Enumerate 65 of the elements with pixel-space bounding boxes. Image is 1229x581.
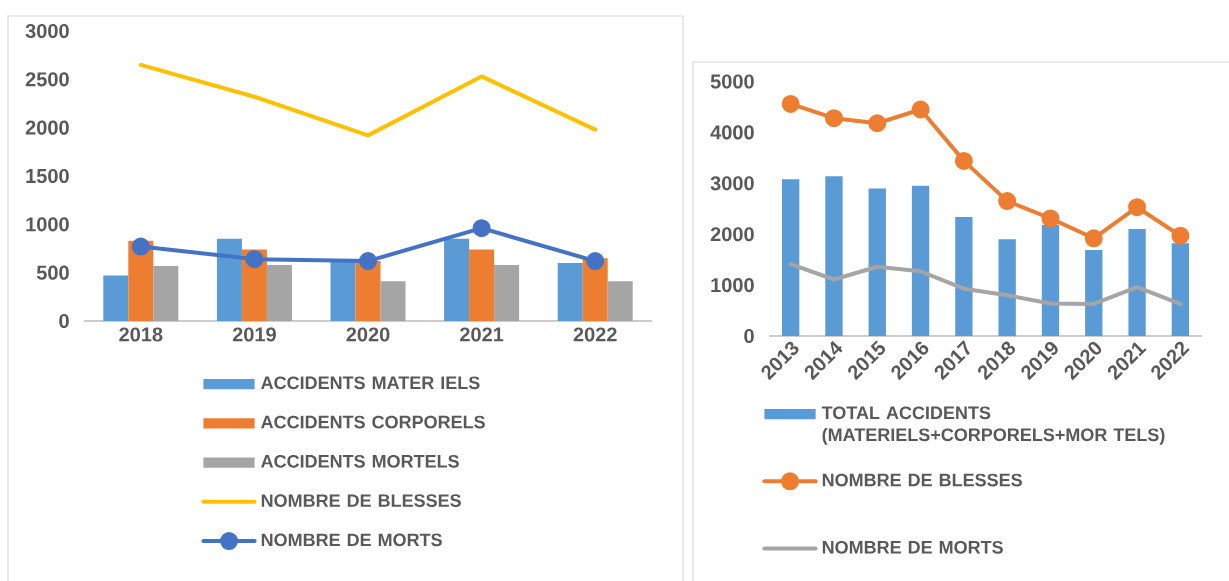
- point: [1128, 198, 1147, 217]
- bar: [469, 249, 495, 321]
- bar: [444, 238, 470, 321]
- point: [1084, 229, 1103, 248]
- bar: [1041, 225, 1060, 336]
- bar: [911, 185, 930, 336]
- point: [1171, 226, 1190, 245]
- bar: [782, 179, 800, 336]
- bar: [216, 238, 242, 321]
- y-tick-label: 1000: [26, 217, 69, 232]
- point: [472, 219, 491, 238]
- x-tick-label: 2020: [346, 327, 390, 342]
- bar: [557, 263, 583, 321]
- point: [911, 100, 930, 119]
- y-tick-label: 3000: [25, 23, 69, 39]
- x-tick-label: 2019: [232, 327, 276, 342]
- y-tick-label: 3000: [710, 176, 754, 191]
- legend-label: ACCIDENTS MORTELS: [261, 454, 459, 468]
- y-tick-label: 4000: [710, 125, 754, 140]
- legend-label: NOMBRE DE BLESSES: [822, 473, 1022, 487]
- bar: [1171, 243, 1190, 336]
- y-tick-label: 2500: [25, 72, 69, 87]
- point: [359, 252, 378, 271]
- bar: [103, 275, 129, 321]
- bar: [266, 264, 292, 321]
- bar: [330, 261, 356, 321]
- point: [781, 94, 800, 113]
- legend-label: NOMBRE DE MORTS: [822, 540, 1003, 554]
- legend-label: NOMBRE DE BLESSES: [261, 494, 461, 507]
- y-tick-label: 0: [744, 328, 754, 344]
- bar: [998, 239, 1016, 336]
- legend-label: ACCIDENTS CORPORELS: [261, 415, 485, 429]
- bar: [494, 264, 520, 321]
- y-tick-label: 2000: [25, 120, 69, 135]
- bar: [153, 265, 179, 321]
- y-tick-label: 1000: [711, 278, 754, 293]
- bar: [1128, 229, 1146, 336]
- bar: [868, 188, 886, 336]
- y-tick-label: 500: [36, 265, 69, 280]
- line-series: [138, 62, 598, 138]
- line-series: [788, 262, 1183, 306]
- y-tick-label: 0: [59, 313, 69, 329]
- x-tick-label: 2021: [460, 327, 504, 342]
- point: [868, 114, 887, 133]
- bar: [355, 261, 381, 321]
- x-tick-label: 2022: [573, 327, 617, 342]
- bar: [1085, 249, 1103, 336]
- x-tick-label: 2018: [119, 327, 163, 342]
- legend-label: NOMBRE DE MORTS: [261, 533, 442, 547]
- legend-label: TOTAL ACCIDENTS (MATERIELS+CORPORELS+MOR TELS): [821, 406, 1165, 445]
- point: [586, 252, 605, 271]
- point: [1041, 209, 1060, 228]
- bar: [607, 281, 633, 321]
- bar: [380, 281, 406, 321]
- y-tick-label: 5000: [710, 74, 754, 89]
- point: [245, 250, 264, 269]
- y-tick-label: 2000: [710, 227, 754, 242]
- point: [131, 237, 150, 256]
- point: [998, 192, 1017, 211]
- bar: [825, 176, 843, 336]
- point: [954, 151, 973, 170]
- legend-label: ACCIDENTS MATER IELS: [261, 376, 480, 390]
- y-tick-label: 1500: [26, 168, 69, 184]
- bar: [955, 216, 973, 336]
- point: [824, 109, 843, 128]
